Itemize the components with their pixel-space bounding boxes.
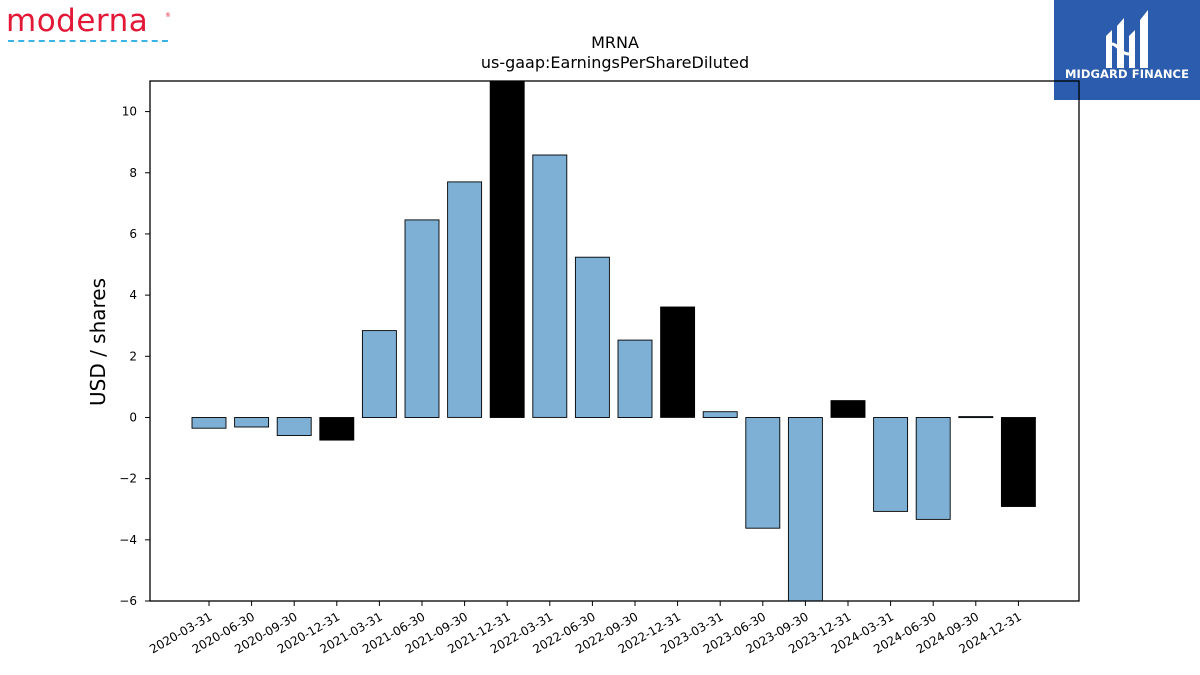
bars-group	[191, 80, 1036, 602]
midgard-finance-logo: MIDGARD FINANCE	[1054, 0, 1200, 100]
moderna-logo-text: moderna	[6, 3, 149, 39]
bar-2022-03-31	[532, 154, 568, 418]
bar-2021-03-31	[361, 330, 397, 418]
moderna-logo-underline	[8, 40, 168, 42]
bar-2021-12-31	[489, 80, 525, 418]
y-tick-label: 0	[129, 410, 137, 424]
bar-2024-12-31	[1000, 417, 1036, 507]
midgard-logo-text: MIDGARD FINANCE	[1064, 67, 1190, 81]
bar-2024-03-31	[873, 417, 909, 512]
y-tick-label: 8	[129, 166, 137, 180]
bar-2022-06-30	[574, 256, 610, 418]
bar-2021-09-30	[447, 181, 483, 418]
y-tick-label: 10	[122, 105, 137, 119]
y-tick-label: 6	[129, 227, 137, 241]
y-tick-label: 4	[129, 288, 137, 302]
x-axis: 2020-03-312020-06-302020-09-302020-12-31…	[147, 601, 1024, 656]
bar-2020-12-31	[319, 417, 355, 441]
y-tick-label: −6	[119, 594, 137, 608]
midgard-logo-icon	[1106, 10, 1148, 68]
chart-subtitle: us-gaap:EarningsPerShareDiluted	[481, 53, 749, 72]
y-tick-label: −4	[119, 533, 137, 547]
bar-2021-06-30	[404, 219, 440, 418]
chart-title: MRNA	[591, 33, 639, 52]
bar-2020-06-30	[234, 417, 270, 428]
registered-mark: ®	[165, 12, 171, 19]
y-axis-label: USD / shares	[86, 278, 110, 406]
bar-2024-09-30	[958, 416, 994, 419]
moderna-logo: moderna ®	[6, 2, 176, 46]
bar-2023-09-30	[787, 417, 823, 602]
bar-2022-09-30	[617, 339, 653, 418]
y-axis: −6 −4 −2 0 2 4 6 8 10	[119, 105, 150, 608]
bar-2020-03-31	[191, 417, 227, 429]
bar-2020-09-30	[276, 417, 312, 436]
bar-2023-03-31	[702, 411, 738, 418]
bar-2023-06-30	[745, 417, 781, 529]
plot-frame	[149, 80, 1080, 602]
y-tick-label: 2	[129, 349, 137, 363]
y-tick-label: −2	[119, 472, 137, 486]
bar-2022-12-31	[660, 306, 696, 418]
bar-2024-06-30	[915, 417, 951, 520]
bar-2023-12-31	[830, 400, 866, 418]
